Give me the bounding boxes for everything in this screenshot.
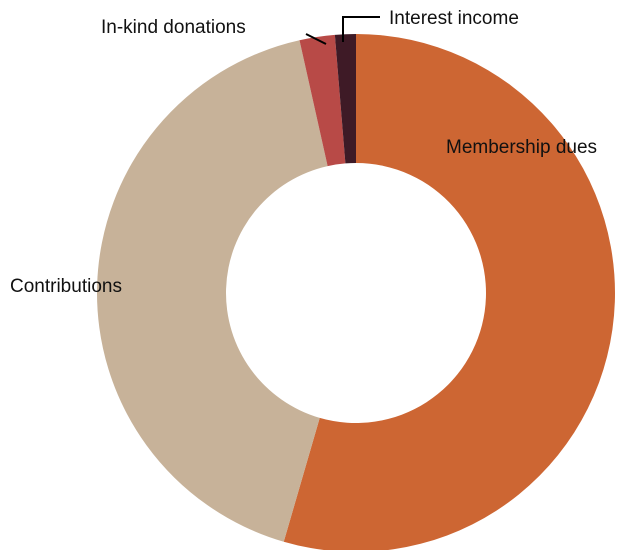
leader-line-in-kind-donations [305,33,327,45]
slice-contributions [97,40,328,542]
donut-slices [97,34,615,550]
label-membership-dues: Membership dues [446,137,597,158]
slice-in-kind-donations [299,34,346,167]
slice-interest-income [334,34,356,164]
leader-line-interest-income [342,16,380,42]
label-contributions: Contributions [10,276,122,297]
label-interest-income: Interest income [389,8,519,29]
label-in-kind-donations: In-kind donations [101,17,246,38]
slice-membership-dues [283,34,615,550]
